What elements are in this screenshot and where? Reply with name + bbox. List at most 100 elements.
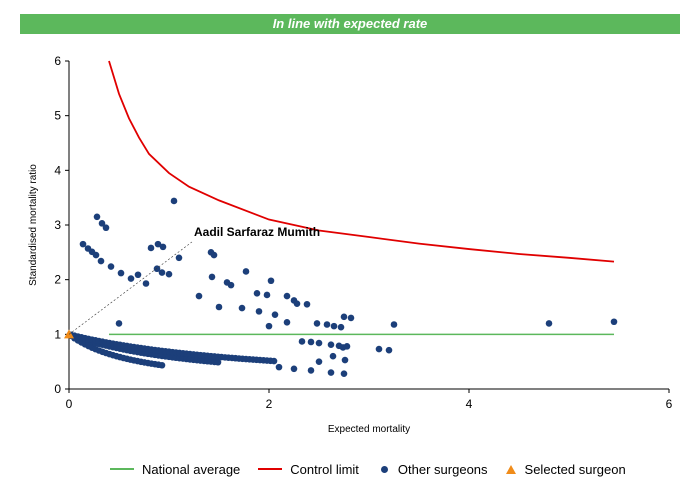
other-surgeon-point (92, 251, 100, 259)
other-surgeon-point (107, 263, 115, 270)
selected-surgeon-point (64, 329, 74, 339)
other-surgeon-point (343, 343, 351, 350)
other-surgeon-point (158, 361, 166, 369)
other-surgeon-point (298, 338, 306, 345)
chart-title-banner: In line with expected rate (20, 14, 680, 34)
other-surgeon-point (102, 224, 110, 232)
other-surgeon-point (330, 322, 338, 330)
other-surgeon-point (263, 291, 271, 299)
other-surgeon-point (293, 300, 301, 308)
other-surgeon-point (271, 311, 279, 318)
other-surgeon-point (283, 319, 291, 326)
other-surgeon-point (142, 280, 150, 287)
annotation-leader-line (68, 241, 193, 335)
x-tick-label: 6 (666, 397, 673, 411)
y-tick-label: 0 (54, 382, 61, 396)
other-surgeon-point (323, 321, 331, 328)
annotation-label: Aadil Sarfaraz Mumith (194, 225, 320, 239)
other-surgeon-point (340, 370, 348, 377)
other-surgeon-point (208, 273, 216, 281)
y-tick-label: 2 (54, 273, 61, 287)
other-surgeon-point (227, 281, 235, 289)
other-surgeon-point (375, 345, 383, 353)
other-surgeon-point (329, 352, 337, 360)
legend-item-selected-surgeon: Selected surgeon (505, 461, 626, 477)
other-surgeon-point (390, 321, 398, 328)
funnel-plot: 0 1 2 3 4 5 6 0 2 4 6 Aadil Sarfaraz Mumith Expect… (28, 54, 673, 435)
other-surgeon-point (307, 367, 315, 374)
other-surgeon-point (79, 240, 87, 248)
other-surgeon-point (303, 300, 311, 308)
legend-item-other-surgeons: Other surgeons (377, 462, 488, 477)
y-tick-label: 3 (54, 218, 61, 232)
other-surgeon-point (154, 240, 162, 248)
other-surgeon-point (307, 338, 315, 346)
other-surgeon-point (93, 213, 101, 221)
other-surgeon-point (165, 270, 173, 278)
other-surgeon-point (315, 339, 323, 347)
legend-label: Selected surgeon (524, 461, 626, 477)
other-surgeon-point (175, 254, 183, 262)
other-surgeon-point (313, 320, 321, 327)
other-surgeon-point (253, 290, 261, 297)
x-tick-label: 2 (266, 397, 273, 411)
other-surgeon-point (267, 277, 275, 285)
legend-label: Other surgeons (397, 461, 488, 477)
axes: 0 1 2 3 4 5 6 0 2 4 6 (54, 54, 672, 411)
other-surgeon-point (290, 365, 298, 373)
legend-item-control-limit: Control limit (258, 462, 359, 477)
y-tick-label: 6 (54, 54, 61, 68)
other-surgeon-point (327, 341, 335, 349)
y-tick-label: 4 (54, 163, 61, 177)
other-surgeon-point (315, 358, 323, 365)
other-surgeon-point (255, 308, 263, 315)
control-limit-line-swatch (258, 468, 283, 470)
other-surgeon-point (347, 314, 355, 322)
other-surgeon-point (265, 322, 273, 330)
other-surgeons-points (67, 197, 618, 377)
legend-label: National average (142, 461, 241, 477)
national-average-line-swatch (110, 468, 134, 470)
reference-lines (108, 60, 615, 336)
control-limit-curve (108, 60, 615, 263)
other-surgeon-point (158, 269, 166, 276)
other-surgeon-point (134, 271, 142, 279)
other-surgeon-point (545, 320, 553, 327)
x-axis-title: Expected mortality (328, 424, 410, 435)
other-surgeon-point (115, 320, 123, 327)
other-surgeon-point (215, 303, 223, 311)
legend-label: Control limit (290, 461, 359, 477)
other-surgeon-point (159, 243, 167, 251)
legend-item-national-average: National average (110, 462, 240, 477)
other-surgeon-point (195, 292, 203, 300)
x-tick-label: 4 (466, 397, 473, 411)
selected-surgeon-triangle (64, 329, 74, 339)
other-surgeon-point (270, 357, 278, 365)
dot-icon (380, 465, 388, 473)
other-surgeon-point (98, 220, 106, 227)
other-surgeon-point (275, 363, 283, 371)
other-surgeon-point (117, 269, 125, 277)
y-axis-title: Standardised mortality ratio (28, 164, 39, 286)
other-surgeon-point (283, 292, 291, 300)
other-surgeon-point (170, 197, 178, 205)
annotation: Aadil Sarfaraz Mumith (68, 225, 320, 335)
legend: National average Control limit Other sur… (110, 460, 644, 478)
other-surgeon-point (610, 318, 618, 326)
other-surgeon-point (385, 346, 393, 354)
other-surgeon-point (341, 356, 349, 364)
triangle-icon (505, 464, 516, 474)
other-surgeon-point (97, 257, 105, 265)
other-surgeon-point (210, 251, 218, 259)
other-surgeon-point (340, 313, 348, 321)
other-surgeon-point (337, 323, 345, 331)
other-surgeon-point (238, 304, 246, 312)
x-tick-label: 0 (66, 397, 73, 411)
y-tick-label: 1 (54, 327, 61, 341)
y-tick-label: 5 (54, 109, 61, 123)
other-surgeon-point (214, 358, 222, 366)
other-surgeon-point (147, 244, 155, 252)
other-surgeon-point (327, 369, 335, 376)
other-surgeon-point (242, 268, 250, 275)
other-surgeon-point (127, 275, 135, 282)
